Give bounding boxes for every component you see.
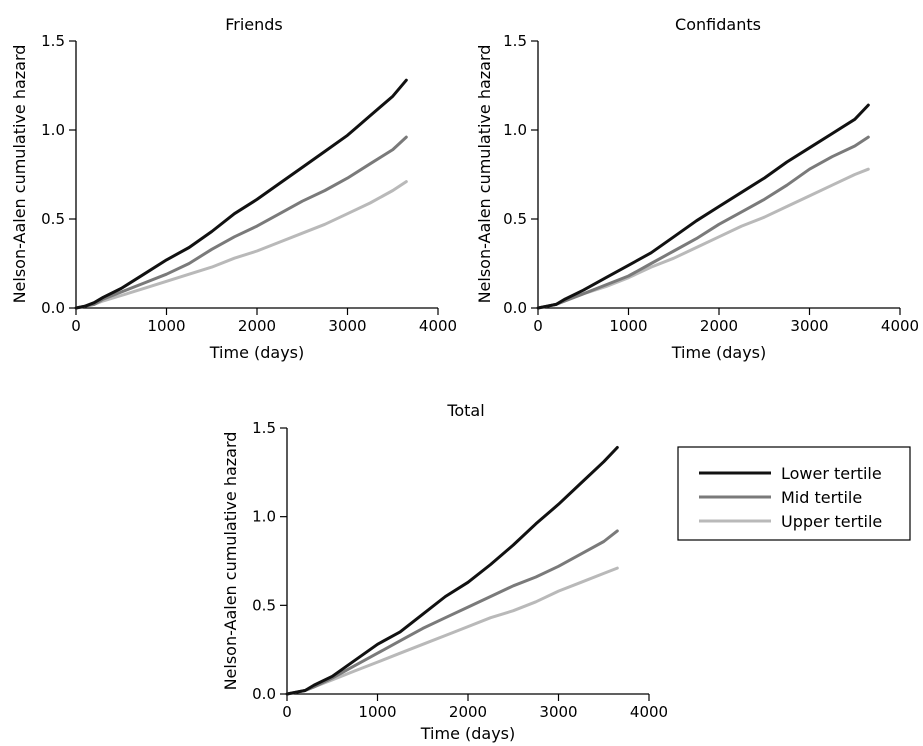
series-line-lower-tertile bbox=[285, 446, 619, 696]
y-tick-label: 0.0 bbox=[252, 685, 276, 703]
legend-item-lower: Lower tertile bbox=[699, 464, 882, 483]
chart-title: Confidants bbox=[675, 15, 761, 34]
x-axis-title: Time (days) bbox=[671, 343, 767, 362]
y-tick-label: 0.5 bbox=[41, 210, 65, 228]
y-axis-title: Nelson-Aalen cumulative hazard bbox=[475, 45, 494, 304]
y-tick-label: 1.0 bbox=[503, 121, 527, 139]
y-tick-label: 0.0 bbox=[503, 299, 527, 317]
x-tick-label: 3000 bbox=[790, 317, 828, 335]
chart-total: Total Time (days) Nelson-Aalen cumulativ… bbox=[221, 401, 668, 743]
y-axis-title: Nelson-Aalen cumulative hazard bbox=[10, 45, 29, 304]
chart-title: Friends bbox=[225, 15, 283, 34]
legend: Lower tertile Mid tertile Upper tertile bbox=[677, 446, 911, 541]
tick-layer: 0 1000 2000 3000 4000 0.0 0.5 1.0 1.5 bbox=[503, 32, 919, 335]
y-tick-label: 0.5 bbox=[252, 596, 276, 614]
x-tick-label: 1000 bbox=[147, 317, 185, 335]
y-tick-label: 1.0 bbox=[41, 121, 65, 139]
y-tick-label: 1.5 bbox=[41, 32, 65, 50]
tick-layer: 0 1000 2000 3000 4000 0.0 0.5 1.0 1.5 bbox=[252, 419, 668, 721]
legend-label-lower: Lower tertile bbox=[781, 464, 882, 483]
y-tick-label: 0.5 bbox=[503, 210, 527, 228]
x-tick-label: 1000 bbox=[358, 703, 396, 721]
x-tick-label: 1000 bbox=[609, 317, 647, 335]
x-tick-label: 3000 bbox=[328, 317, 366, 335]
series-layer bbox=[285, 446, 619, 696]
tick-layer: 0 1000 2000 3000 4000 0.0 0.5 1.0 1.5 bbox=[41, 32, 457, 335]
chart-friends: Friends Time (days) Nelson-Aalen cumulat… bbox=[10, 15, 457, 362]
x-tick-label: 2000 bbox=[449, 703, 487, 721]
legend-label-mid: Mid tertile bbox=[781, 488, 862, 507]
series-line-lower-tertile bbox=[74, 78, 408, 310]
series-line-mid-tertile bbox=[285, 529, 619, 696]
x-tick-label: 0 bbox=[533, 317, 543, 335]
y-tick-label: 1.0 bbox=[252, 508, 276, 526]
y-tick-label: 1.5 bbox=[252, 419, 276, 437]
legend-label-upper: Upper tertile bbox=[781, 512, 882, 531]
x-tick-label: 4000 bbox=[881, 317, 919, 335]
x-axis-title: Time (days) bbox=[420, 724, 516, 743]
series-line-mid-tertile bbox=[536, 135, 870, 310]
x-tick-label: 2000 bbox=[700, 317, 738, 335]
legend-item-upper: Upper tertile bbox=[699, 512, 882, 531]
x-axis-title: Time (days) bbox=[209, 343, 305, 362]
series-layer bbox=[74, 78, 408, 310]
y-tick-label: 1.5 bbox=[503, 32, 527, 50]
series-layer bbox=[536, 103, 870, 310]
x-tick-label: 4000 bbox=[419, 317, 457, 335]
x-tick-label: 3000 bbox=[539, 703, 577, 721]
y-tick-label: 0.0 bbox=[41, 299, 65, 317]
legend-box bbox=[677, 446, 911, 541]
y-axis-title: Nelson-Aalen cumulative hazard bbox=[221, 432, 240, 691]
series-line-lower-tertile bbox=[536, 103, 870, 310]
chart-title: Total bbox=[446, 401, 484, 420]
chart-confidants: Confidants Time (days) Nelson-Aalen cumu… bbox=[475, 15, 919, 362]
x-tick-label: 2000 bbox=[238, 317, 276, 335]
x-tick-label: 4000 bbox=[630, 703, 668, 721]
x-tick-label: 0 bbox=[282, 703, 292, 721]
legend-item-mid: Mid tertile bbox=[699, 488, 862, 507]
series-line-mid-tertile bbox=[74, 135, 408, 310]
x-tick-label: 0 bbox=[71, 317, 81, 335]
